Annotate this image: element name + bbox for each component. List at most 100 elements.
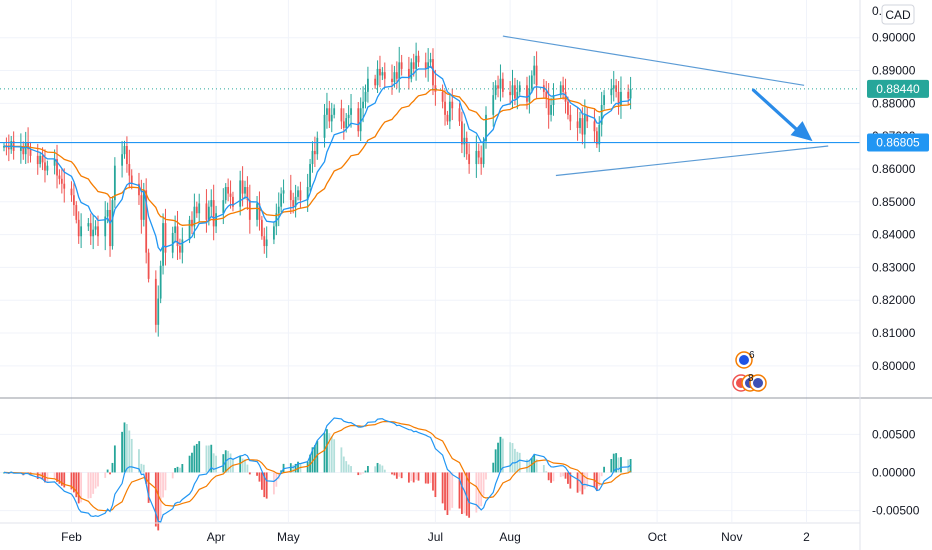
candle-body bbox=[359, 108, 362, 132]
candle-body bbox=[518, 85, 521, 92]
candle-body bbox=[27, 142, 29, 150]
histogram-bar bbox=[598, 472, 601, 487]
histogram-bar bbox=[569, 472, 572, 489]
histogram-bar bbox=[482, 472, 485, 496]
histogram-bar bbox=[72, 472, 75, 493]
histogram-bar bbox=[246, 464, 249, 473]
histogram-bar bbox=[340, 447, 343, 473]
histogram-bar bbox=[157, 472, 160, 531]
histogram-bar bbox=[395, 472, 398, 479]
overlays: 68 bbox=[0, 35, 860, 392]
candle-body bbox=[412, 62, 415, 69]
y-tick-label: 0.88000 bbox=[872, 96, 916, 110]
candle-body bbox=[586, 114, 589, 122]
histogram-bar bbox=[212, 453, 215, 473]
event-badge-count: 8 bbox=[748, 373, 754, 384]
candle-body bbox=[326, 108, 328, 115]
histogram-bar bbox=[583, 472, 586, 490]
candle-body bbox=[94, 226, 97, 230]
histogram-bar bbox=[434, 472, 437, 498]
candle-body bbox=[87, 223, 90, 227]
candle-body bbox=[629, 88, 632, 99]
histogram-bar bbox=[140, 463, 143, 473]
histogram-bar bbox=[191, 452, 193, 473]
histogram-bar bbox=[610, 459, 613, 473]
candle-body bbox=[323, 114, 326, 138]
signal-line bbox=[3, 420, 631, 512]
histogram-bar bbox=[475, 472, 478, 513]
candle-body bbox=[39, 155, 42, 165]
histogram-bar bbox=[159, 472, 162, 520]
candle-body bbox=[463, 137, 466, 145]
candle-body bbox=[579, 118, 581, 128]
histogram-bar bbox=[381, 465, 384, 473]
currency-badge: CAD bbox=[881, 4, 915, 25]
candle-body bbox=[195, 206, 198, 214]
histogram-bar bbox=[188, 455, 191, 473]
candle-body bbox=[535, 65, 538, 86]
histogram-bar bbox=[367, 465, 369, 473]
candle-body bbox=[345, 118, 348, 128]
candle-body bbox=[444, 101, 446, 115]
histogram-bar bbox=[581, 472, 584, 495]
candle-body bbox=[63, 183, 66, 189]
candle-body bbox=[400, 62, 403, 69]
candle-body bbox=[210, 200, 213, 207]
histogram-bar bbox=[181, 464, 184, 473]
candle-body bbox=[70, 188, 73, 196]
histogram-bar bbox=[263, 472, 266, 498]
histogram-bar bbox=[326, 429, 328, 473]
candle-body bbox=[280, 193, 283, 207]
histogram-bar bbox=[542, 465, 545, 473]
candle-body bbox=[511, 85, 514, 96]
candle-body bbox=[164, 223, 167, 253]
candle-body bbox=[514, 85, 516, 99]
candle-body bbox=[176, 226, 179, 247]
candle-body bbox=[330, 114, 333, 122]
candle-body bbox=[350, 108, 352, 115]
histogram-bar bbox=[126, 424, 128, 473]
histogram-bar bbox=[345, 461, 348, 473]
histogram-bar bbox=[260, 472, 263, 490]
histogram-bar bbox=[526, 459, 528, 473]
candle-body bbox=[567, 101, 569, 115]
histogram-bar bbox=[142, 464, 145, 473]
candle-body bbox=[393, 72, 396, 83]
histogram-bar bbox=[357, 472, 360, 476]
histogram-bar bbox=[463, 472, 466, 514]
candle-body bbox=[547, 98, 550, 115]
histogram-bar bbox=[316, 440, 319, 473]
histogram-bar bbox=[210, 444, 213, 473]
histogram-bar bbox=[465, 472, 468, 516]
currency-badge-box bbox=[881, 4, 915, 25]
y-tick-label: 0.86000 bbox=[872, 162, 916, 176]
histogram-bar bbox=[145, 472, 148, 484]
last-price-value: 0.88440 bbox=[876, 82, 920, 96]
histogram-bar bbox=[239, 455, 242, 473]
candle-body bbox=[224, 187, 227, 201]
histogram-bar bbox=[494, 449, 497, 473]
candle-body bbox=[545, 91, 548, 99]
histogram-bar bbox=[514, 448, 516, 473]
histogram-bar bbox=[552, 472, 555, 482]
histogram-bar bbox=[501, 438, 504, 473]
histogram-bar bbox=[104, 472, 107, 478]
candle-body bbox=[533, 65, 536, 76]
histogram-bar bbox=[415, 472, 418, 480]
candle-body bbox=[171, 232, 174, 253]
candle-body bbox=[46, 165, 49, 171]
candle-body bbox=[448, 101, 451, 122]
last-price-tag-bg bbox=[867, 79, 929, 98]
candle-body bbox=[446, 114, 449, 122]
histogram-bar bbox=[518, 452, 521, 473]
x-tick-label: 2 bbox=[803, 530, 810, 544]
histogram-bar bbox=[427, 472, 430, 484]
candle-body bbox=[542, 85, 545, 92]
x-tick-label: Oct bbox=[648, 530, 667, 544]
osc-y-tick-label: 0.00000 bbox=[872, 465, 916, 479]
histogram-bar bbox=[485, 472, 487, 480]
candle-body bbox=[72, 195, 75, 206]
candle-body bbox=[309, 164, 311, 188]
candle-body bbox=[562, 85, 565, 92]
candle-body bbox=[130, 175, 133, 184]
